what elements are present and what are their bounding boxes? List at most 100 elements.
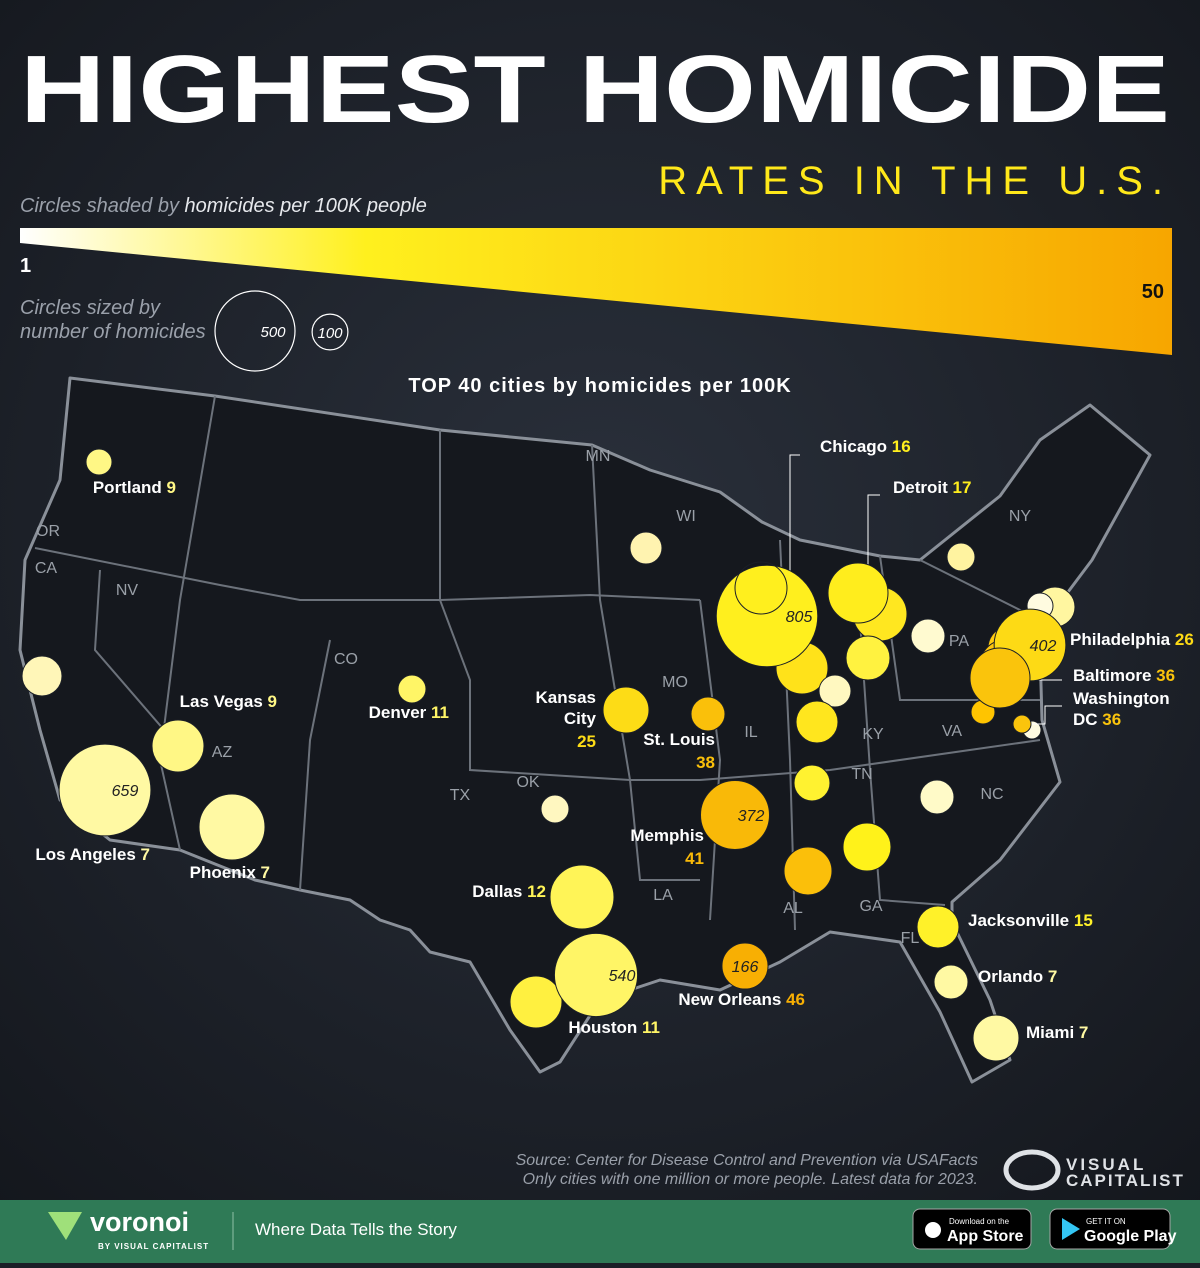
- city-circle-unlabeled: [629, 531, 663, 565]
- color-legend-plain: Circles shaded by: [20, 195, 180, 217]
- size-legend-value: 500: [260, 324, 286, 341]
- city-rate: 7: [261, 863, 270, 882]
- color-legend-label: Circles shaded by homicides per 100K peo…: [20, 195, 427, 217]
- city-name: Chicago: [820, 437, 887, 456]
- store-badge: [912, 1208, 1032, 1250]
- state-label: NC: [980, 786, 1003, 803]
- city-circle: [972, 1014, 1020, 1062]
- city-rate: 7: [1048, 967, 1057, 986]
- city-name: Baltimore: [1073, 666, 1151, 685]
- city-label: St. Louis: [643, 730, 715, 749]
- state-label: TN: [851, 766, 872, 783]
- state-label: MO: [662, 674, 688, 691]
- apple-icon: [925, 1222, 941, 1238]
- color-legend-em: homicides per 100K people: [185, 195, 427, 217]
- leader-line: [1030, 705, 1062, 725]
- city-name: DC: [1073, 710, 1098, 729]
- city-rate: 16: [892, 437, 911, 456]
- size-legend-label: number of homicides: [20, 321, 206, 343]
- brand-icon: [48, 1212, 82, 1240]
- size-legend-circle: [214, 290, 296, 372]
- city-label: Chicago 16: [820, 437, 911, 456]
- city-circle: [602, 686, 650, 734]
- city-label: Dallas 12: [472, 882, 546, 901]
- city-circle-unlabeled: [540, 794, 570, 824]
- city-rate: 17: [953, 478, 972, 497]
- state-label: PA: [949, 633, 969, 650]
- city-circle-unlabeled: [509, 975, 563, 1029]
- city-circle-unlabeled: [783, 846, 833, 896]
- city-name: Portland: [93, 478, 162, 497]
- homicide-count: 805: [786, 609, 813, 626]
- city-circle: [916, 905, 960, 949]
- city-name: City: [564, 709, 597, 728]
- city-rate: 46: [786, 990, 805, 1009]
- city-name: Washington: [1073, 689, 1170, 708]
- city-label: Denver 11: [369, 703, 449, 722]
- city-circle-inner: [734, 561, 788, 615]
- store-badge-big: Google Play: [1084, 1228, 1177, 1245]
- state-label: NV: [116, 582, 139, 599]
- city-label: Washington: [1073, 689, 1170, 708]
- size-legend-label: Circles sized by: [20, 297, 161, 319]
- city-circle-unlabeled: [21, 655, 63, 697]
- city-name: Orlando: [978, 967, 1043, 986]
- city-circle: [58, 743, 152, 837]
- city-circle: [721, 942, 769, 990]
- city-rate: 9: [268, 692, 277, 711]
- color-scale: [20, 228, 1172, 355]
- city-label: Philadelphia 26: [1070, 630, 1194, 649]
- city-label: Memphis: [630, 826, 704, 845]
- city-label: Detroit 17: [893, 478, 971, 497]
- city-circle: [85, 448, 113, 476]
- size-legend-circle: [311, 313, 349, 351]
- city-circle: [549, 864, 615, 930]
- city-rate: 25: [577, 732, 596, 751]
- city-circle: [933, 964, 969, 1000]
- store-badge-big: App Store: [947, 1228, 1024, 1245]
- city-label: Orlando 7: [978, 967, 1057, 986]
- city-circle: [151, 719, 205, 773]
- city-circle-unlabeled: [845, 635, 891, 681]
- city-circle: [198, 793, 266, 861]
- city-label: Kansas: [536, 688, 596, 707]
- city-rate: 12: [527, 882, 546, 901]
- city-label: Las Vegas 9: [180, 692, 277, 711]
- city-label: Phoenix 7: [190, 863, 270, 882]
- city-rate: 36: [1102, 710, 1121, 729]
- city-rate: 15: [1074, 911, 1093, 930]
- subtitle: RATES IN THE U.S.: [658, 159, 1172, 203]
- brand-sub: BY VISUAL CAPITALIST: [98, 1242, 209, 1251]
- state-label: CA: [35, 560, 58, 577]
- title: HIGHEST HOMICIDE: [20, 36, 1170, 143]
- city-label: Portland 9: [93, 478, 176, 497]
- city-name: Los Angeles: [35, 845, 135, 864]
- store-badge: [1049, 1208, 1171, 1250]
- logo-mark: [1003, 1149, 1061, 1191]
- city-label: Houston 11: [568, 1018, 660, 1037]
- city-name: Kansas: [536, 688, 596, 707]
- city-name: Houston: [568, 1018, 637, 1037]
- state-label: WI: [676, 508, 696, 525]
- state-label: KY: [862, 726, 884, 743]
- city-circle: [1012, 714, 1032, 734]
- state-label: FL: [901, 930, 920, 947]
- homicide-count: 166: [732, 959, 759, 976]
- homicide-count: 540: [609, 968, 636, 985]
- city-name: Denver: [369, 703, 427, 722]
- city-circle-unlabeled: [919, 779, 955, 815]
- leader-line: [789, 454, 800, 575]
- city-name: Philadelphia: [1070, 630, 1171, 649]
- state-label: AL: [783, 900, 803, 917]
- city-circle-unlabeled: [842, 822, 892, 872]
- state-label: GA: [859, 898, 882, 915]
- state-label: VA: [942, 723, 962, 740]
- city-rate: 38: [696, 753, 715, 772]
- city-rate: 36: [1156, 666, 1175, 685]
- city-rate: 26: [1175, 630, 1194, 649]
- city-circle: [397, 674, 427, 704]
- tagline: Where Data Tells the Story: [255, 1220, 457, 1239]
- city-circle-unlabeled: [946, 542, 976, 572]
